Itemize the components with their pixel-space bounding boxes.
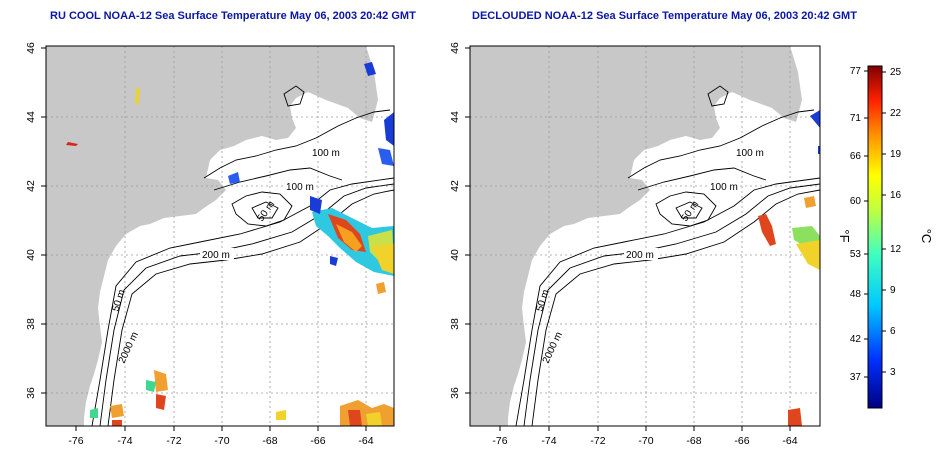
left-land: [46, 46, 378, 426]
contour-label: 100 m: [710, 182, 738, 193]
left-map-title: RU COOL NOAA-12 Sea Surface Temperature …: [50, 10, 416, 22]
right-map-title: DECLOUDED NOAA-12 Sea Surface Temperatur…: [472, 10, 857, 22]
left-sst-patches: [66, 62, 394, 426]
y-tick-label: 44: [25, 111, 37, 123]
fahrenheit-tick: 60: [850, 196, 862, 207]
fahrenheit-tick: 37: [850, 372, 862, 383]
contour-label: 200 m: [626, 250, 654, 261]
celsius-tick: 9: [890, 285, 896, 296]
left-map-frame: [45, 45, 395, 427]
x-tick-label: -76: [68, 435, 83, 447]
colorbar-ticks: [864, 70, 886, 378]
x-tick-label: -74: [541, 435, 556, 447]
y-tick-label: 46: [25, 42, 37, 54]
colorbar-gradient: [867, 65, 883, 409]
right-map-frame: [469, 45, 821, 427]
x-tick-label: -66: [310, 435, 325, 447]
contour-label: 100 m: [736, 148, 764, 159]
left-island: [300, 64, 350, 96]
x-tick-label: -68: [686, 435, 701, 447]
contour-label: 200 m: [202, 250, 230, 261]
celsius-axis-label: °C: [919, 229, 934, 244]
colorbar-c-labels: 25 22 19 16 12 9 6 3: [890, 67, 902, 378]
x-tick-label: -66: [734, 435, 749, 447]
colorbar-f-labels: 77 71 66 60 53 48 42 37: [850, 66, 862, 383]
fahrenheit-tick: 48: [850, 289, 862, 300]
left-x-tick-labels: -76 -74 -72 -70 -68 -66 -64: [68, 435, 373, 447]
right-tick-marks: [465, 47, 791, 431]
y-tick-label: 42: [25, 180, 37, 192]
x-tick-label: -64: [782, 435, 797, 447]
right-y-tick-labels: 46 44 42 40 38 36: [449, 42, 461, 399]
x-tick-label: -64: [358, 435, 373, 447]
celsius-tick: 22: [890, 108, 902, 119]
fahrenheit-tick: 66: [850, 151, 862, 162]
y-tick-label: 40: [25, 249, 37, 261]
celsius-tick: 25: [890, 67, 902, 78]
celsius-tick: 6: [890, 326, 896, 337]
celsius-tick: 12: [890, 244, 902, 255]
x-tick-label: -74: [117, 435, 132, 447]
y-tick-label: 46: [449, 42, 461, 54]
fahrenheit-axis-label: °F: [837, 229, 852, 242]
x-tick-label: -70: [214, 435, 229, 447]
x-tick-label: -68: [262, 435, 277, 447]
contour-label: 100 m: [312, 148, 340, 159]
celsius-tick: 19: [890, 149, 902, 160]
fahrenheit-tick: 71: [850, 113, 862, 124]
y-tick-label: 42: [449, 180, 461, 192]
left-grid: [46, 46, 394, 426]
y-tick-label: 36: [449, 387, 461, 399]
left-tick-marks: [41, 47, 367, 431]
right-sst-patches: [758, 110, 820, 426]
y-tick-label: 44: [449, 111, 461, 123]
celsius-tick: 16: [890, 190, 902, 201]
y-tick-label: 38: [25, 318, 37, 330]
y-tick-label: 40: [449, 249, 461, 261]
x-tick-label: -72: [166, 435, 181, 447]
fahrenheit-tick: 77: [850, 66, 862, 77]
celsius-tick: 3: [890, 367, 896, 378]
fahrenheit-tick: 53: [850, 249, 862, 260]
left-y-tick-labels: 46 44 42 40 38 36: [25, 42, 37, 399]
left-map-panel: 100 m 100 m 50 m 200 m 50 m 2000 m -76 -…: [25, 42, 395, 447]
right-x-tick-labels: -76 -74 -72 -70 -68 -66 -64: [492, 435, 797, 447]
right-map-panel: 100 m 100 m 50 m 200 m 50 m 2000 m: [449, 42, 821, 447]
colorbar: 77 71 66 60 53 48 42 37 25 22 19 16 12 9…: [837, 65, 934, 409]
right-island: [724, 64, 774, 96]
fahrenheit-tick: 42: [850, 334, 862, 345]
y-tick-label: 38: [449, 318, 461, 330]
x-tick-label: -72: [590, 435, 605, 447]
contour-label: 100 m: [286, 182, 314, 193]
y-tick-label: 36: [25, 387, 37, 399]
right-land: [470, 46, 802, 426]
right-contours: [515, 85, 820, 426]
x-tick-label: -76: [492, 435, 507, 447]
x-tick-label: -70: [638, 435, 653, 447]
right-grid: [470, 46, 820, 426]
